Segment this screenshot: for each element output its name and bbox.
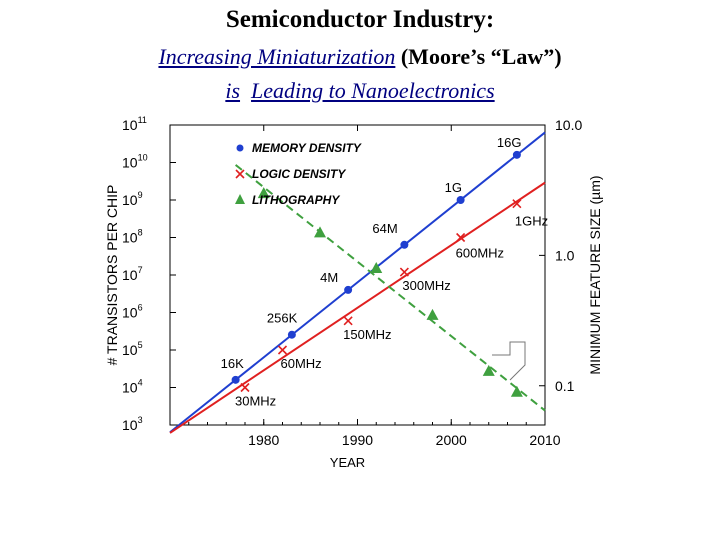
data-point-logic bbox=[399, 267, 409, 277]
subtitle-italic: Increasing Miniaturization bbox=[158, 44, 396, 69]
data-point-memory bbox=[231, 375, 240, 384]
y-tick-label: 106 bbox=[122, 303, 143, 321]
data-point-logic bbox=[240, 382, 250, 393]
moore-chart: 1980 1990 2000 2010 YEAR 1011 1010 109 108 107 106… bbox=[104, 115, 603, 470]
x-tick-label: 1980 bbox=[248, 432, 279, 448]
data-point-logic bbox=[456, 232, 466, 243]
y-tick-label: 109 bbox=[122, 190, 143, 208]
data-label: 300MHz bbox=[402, 278, 450, 293]
data-label: 64M bbox=[372, 221, 397, 236]
series-line-memory-density bbox=[169, 131, 546, 434]
y-tick-label: 107 bbox=[122, 265, 143, 283]
subtitle-line-1: Increasing Miniaturization (Moore’s “Law… bbox=[0, 44, 720, 70]
data-label: 60MHz bbox=[281, 356, 322, 371]
subtitle-line-2: is Leading to Nanoelectronics bbox=[0, 78, 720, 104]
y-tick-label: 1011 bbox=[122, 115, 147, 133]
y-tick-label: 104 bbox=[122, 378, 143, 396]
data-point-litho bbox=[426, 308, 439, 320]
plot-frame bbox=[169, 124, 546, 426]
data-label: 600MHz bbox=[456, 246, 504, 261]
series-line-lithography bbox=[235, 164, 546, 412]
data-point-litho bbox=[510, 385, 523, 397]
data-label: 1G bbox=[445, 180, 462, 195]
y-axis-label-left: # TRANSISTORS PER CHIP bbox=[104, 185, 120, 366]
data-point-memory bbox=[344, 285, 353, 294]
x-tick-label: 2000 bbox=[436, 432, 467, 448]
data-label: 256K bbox=[267, 311, 298, 326]
y-right-tick-label: 1.0 bbox=[555, 247, 575, 263]
data-point-memory bbox=[400, 240, 409, 249]
data-label: 16K bbox=[221, 356, 244, 371]
data-point-litho bbox=[314, 226, 326, 238]
data-point-litho bbox=[257, 187, 270, 199]
y-right-tick-label: 10.0 bbox=[555, 117, 582, 133]
data-point-memory bbox=[287, 330, 296, 339]
x-tick-label: 1990 bbox=[342, 432, 373, 448]
legend-label: LITHOGRAPHY bbox=[252, 193, 340, 207]
subtitle2-is: is bbox=[225, 78, 241, 103]
x-tick-label: 2010 bbox=[529, 432, 560, 448]
y-axis-label-right: MINIMUM FEATURE SIZE (µm) bbox=[587, 175, 603, 374]
data-point-logic bbox=[277, 345, 288, 355]
legend-label: LOGIC DENSITY bbox=[252, 167, 346, 181]
legend-label: MEMORY DENSITY bbox=[252, 141, 362, 155]
y-tick-label: 105 bbox=[122, 340, 143, 358]
y-tick-label: 108 bbox=[122, 228, 143, 246]
x-axis-label: YEAR bbox=[330, 455, 365, 470]
y-tick-label: 1010 bbox=[122, 153, 148, 171]
data-point-litho bbox=[482, 364, 495, 376]
data-point-logic bbox=[512, 199, 522, 209]
data-label: 16G bbox=[497, 135, 522, 150]
page-title: Semiconductor Industry: bbox=[225, 6, 495, 33]
data-label: 30MHz bbox=[235, 394, 276, 409]
legend-marker-logic bbox=[235, 169, 245, 179]
decorative-arrow-icon bbox=[492, 341, 526, 381]
legend-marker-litho bbox=[235, 194, 245, 204]
data-point-litho bbox=[370, 262, 383, 274]
data-point-memory bbox=[512, 150, 521, 159]
subtitle2-italic: Leading to Nanoelectronics bbox=[251, 78, 495, 103]
data-label: 150MHz bbox=[343, 327, 391, 342]
y-tick-label: 103 bbox=[122, 415, 143, 433]
data-label: 4M bbox=[320, 270, 338, 285]
y-right-tick-label: 0.1 bbox=[555, 378, 575, 394]
series-line-logic-density bbox=[169, 181, 546, 434]
subtitle-paren: (Moore’s “Law”) bbox=[400, 44, 562, 69]
data-label: 1GHz bbox=[515, 214, 548, 229]
data-point-logic bbox=[343, 316, 353, 326]
legend-marker-memory bbox=[236, 144, 244, 152]
data-point-memory bbox=[456, 196, 465, 204]
